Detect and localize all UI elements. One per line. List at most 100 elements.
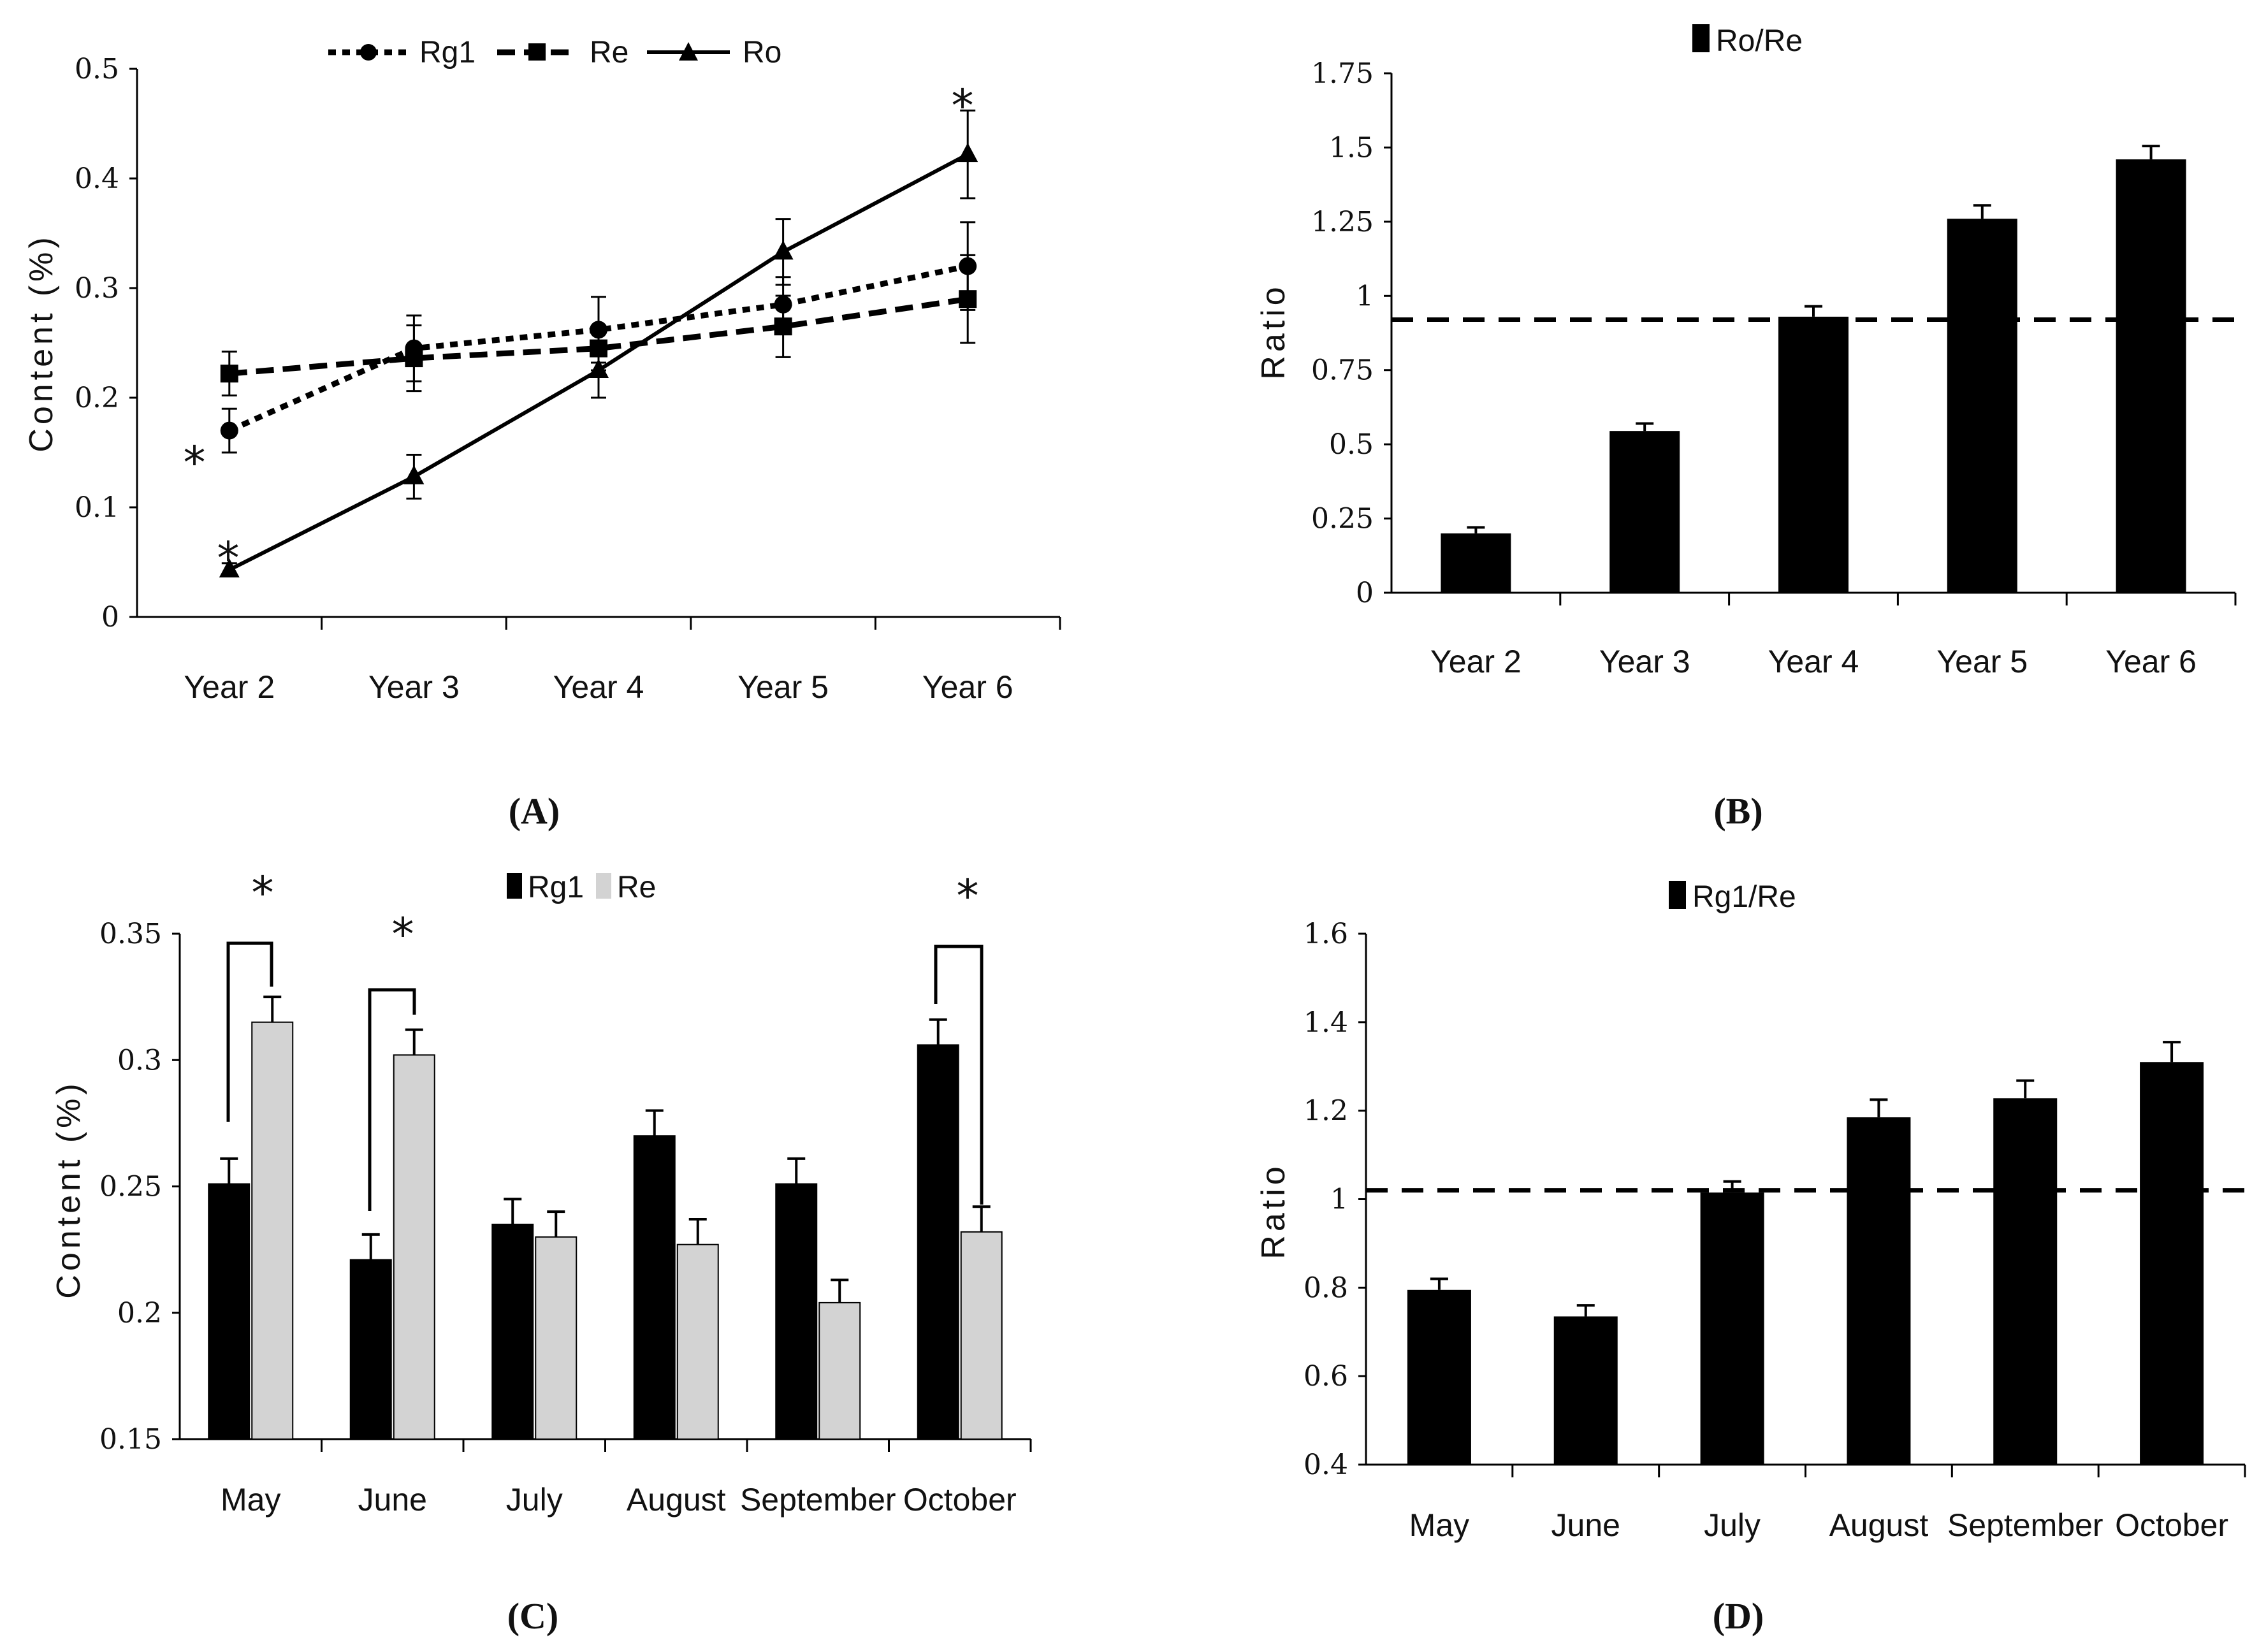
series-rg1-bar-may <box>208 1183 251 1440</box>
panel-b-y-tick-label: 1.75 <box>1311 57 1374 90</box>
panel-b-x-tick-label: Year 2 <box>1430 644 1522 679</box>
panel-c-significance-june: * <box>392 908 414 960</box>
panel-a-x-tick-label: Year 6 <box>922 669 1013 705</box>
series-re-point <box>774 317 792 336</box>
panel-d-bar-august <box>1847 1117 1911 1465</box>
series-ro-point <box>588 359 609 378</box>
series-re-line <box>229 296 968 377</box>
panel-d-y-tick-label: 1.4 <box>1304 1006 1348 1039</box>
panel-d-y-tick-label: 0.8 <box>1304 1272 1348 1304</box>
panel-c-legend: Rg1 Re <box>507 871 656 904</box>
series-rg1-bar-july <box>491 1223 534 1440</box>
panel-d-y-axis-label: Ratio <box>1255 1163 1292 1259</box>
panel-a-chart: 0 0.1 0.2 0.3 0.4 0.5 Year 2 Year 3 Year 4 Year … <box>23 36 1061 832</box>
series-re-point <box>959 290 977 308</box>
panel-c-x-tick-label: June <box>358 1482 427 1518</box>
panel-a-y-tick-label: 0.1 <box>75 491 119 524</box>
panel-b-y-tick-label: 0 <box>1356 577 1374 609</box>
legend-rg1-re-swatch <box>1669 881 1686 909</box>
panel-a-x-tick-label: Year 3 <box>368 669 460 705</box>
panel-c-x-tick-label: September <box>740 1482 896 1518</box>
panel-c-label: (C) <box>507 1595 559 1637</box>
panel-c-chart: 0.15 0.2 0.25 0.3 0.35 May June July August Sept… <box>50 867 1032 1637</box>
panel-b-x-tick-label: Year 5 <box>1936 644 2028 679</box>
panel-a-significance-ro-year6: * <box>952 80 974 132</box>
panel-a-label: (A) <box>509 790 560 832</box>
panel-d-bar-september <box>1993 1098 2058 1465</box>
panel-d-y-tick-label: 0.4 <box>1304 1449 1348 1481</box>
series-re-bar-september <box>818 1301 861 1440</box>
legend-re-swatch <box>596 873 611 899</box>
series-re-bar-may <box>251 1021 294 1440</box>
panel-b-y-tick-label: 1.25 <box>1311 206 1374 238</box>
panel-c-y-axis-label: Content (%) <box>50 1080 87 1298</box>
legend-ro-re-swatch <box>1692 24 1710 52</box>
panel-d-bar-june <box>1553 1316 1618 1465</box>
panel-a-x-tick-label: Year 4 <box>553 669 644 705</box>
panel-d-x-tick-label: October <box>2115 1507 2228 1543</box>
panel-d-x-tick-label: August <box>1829 1507 1929 1543</box>
series-re-bar-july <box>535 1236 577 1440</box>
panel-d-y-tick-label: 0.6 <box>1304 1360 1348 1393</box>
panel-d-bar-may <box>1407 1289 1471 1465</box>
panel-b-legend: Ro/Re <box>1692 24 1803 58</box>
panel-b-y-tick-label: 1 <box>1356 280 1374 312</box>
panel-c-x-tick-label: August <box>627 1482 726 1518</box>
panel-a-legend: Rg1 Re Ro <box>328 36 781 69</box>
series-re-bar-august <box>676 1243 719 1440</box>
panel-a-y-tick-label: 0.2 <box>75 382 119 414</box>
legend-ro-label: Ro <box>743 36 781 69</box>
panel-a-y-tick-label: 0.4 <box>75 163 119 195</box>
panel-b-label: (B) <box>1713 790 1762 832</box>
legend-re-marker <box>528 43 546 61</box>
panel-a-significance-rg1-year2: * <box>184 437 206 489</box>
series-ro-point <box>403 465 425 484</box>
panel-a-y-tick-label: 0 <box>101 601 119 634</box>
panel-b-x-tick-label: Year 3 <box>1599 644 1690 679</box>
panel-a-significance-ro-year2: * <box>217 532 240 584</box>
panel-c-bracket-october <box>934 945 984 1205</box>
panel-b-y-tick-label: 1.5 <box>1329 131 1374 164</box>
panel-b-x-tick-label: Year 4 <box>1768 644 1859 679</box>
panel-d-y-tick-label: 1.6 <box>1304 918 1348 950</box>
panel-c-y-tick-label: 0.25 <box>99 1171 162 1203</box>
panel-a-x-tick-label: Year 5 <box>737 669 829 705</box>
panel-d-legend: Rg1/Re <box>1669 880 1796 914</box>
panel-b-y-tick-label: 0.75 <box>1311 354 1374 387</box>
series-rg1-bar-october <box>917 1044 959 1440</box>
panel-d-x-tick-label: May <box>1409 1507 1469 1543</box>
panel-c-x-tick-label: July <box>506 1482 563 1518</box>
legend-rg1-swatch <box>507 873 522 899</box>
panel-b-y-tick-label: 0.25 <box>1311 503 1374 535</box>
series-rg1-bar-august <box>633 1135 676 1440</box>
panel-a-y-axis-label: Content (%) <box>23 233 60 452</box>
legend-ro-marker <box>679 42 698 61</box>
panel-d-x-tick-label: September <box>1947 1507 2103 1543</box>
panel-b-chart: 0 0.25 0.5 0.75 1 1.25 1.5 1.75 Year 2 Year 3 Yea… <box>1255 24 2237 832</box>
series-rg1-bar-september <box>775 1183 818 1440</box>
panel-c-x-tick-label: October <box>903 1482 1017 1518</box>
panel-a-y-tick-label: 0.5 <box>75 53 119 85</box>
panel-b-y-axis-label: Ratio <box>1255 283 1292 379</box>
panel-b-bar-year-6 <box>2116 159 2186 593</box>
panel-c-y-tick-label: 0.35 <box>99 918 162 950</box>
panel-d-bar-july <box>1700 1192 1764 1465</box>
series-re-point <box>220 365 238 383</box>
panel-c-bracket-june <box>368 988 416 1211</box>
legend-re-label: Re <box>617 871 656 904</box>
series-re-bar-june <box>393 1054 435 1440</box>
series-ro-point <box>957 143 978 163</box>
panel-a-x-tick-label: Year 2 <box>184 669 275 705</box>
legend-rg1-label: Rg1 <box>419 36 476 69</box>
panel-d-chart: 0.4 0.6 0.8 1 1.2 1.4 1.6 May June July August Sep… <box>1255 880 2246 1637</box>
panel-c-y-tick-label: 0.2 <box>117 1297 162 1330</box>
panel-d-x-tick-label: July <box>1704 1507 1761 1543</box>
series-rg1-point <box>220 421 238 440</box>
legend-rg1-re-label: Rg1/Re <box>1692 880 1796 914</box>
panel-b-bar-year-2 <box>1441 533 1511 593</box>
panel-d-y-tick-label: 1 <box>1330 1184 1348 1216</box>
panel-d-bar-october <box>2140 1062 2204 1465</box>
panel-d-x-tick-label: June <box>1551 1507 1620 1543</box>
panel-a-y-tick-label: 0.3 <box>75 272 119 305</box>
panel-d-label: (D) <box>1713 1595 1764 1637</box>
